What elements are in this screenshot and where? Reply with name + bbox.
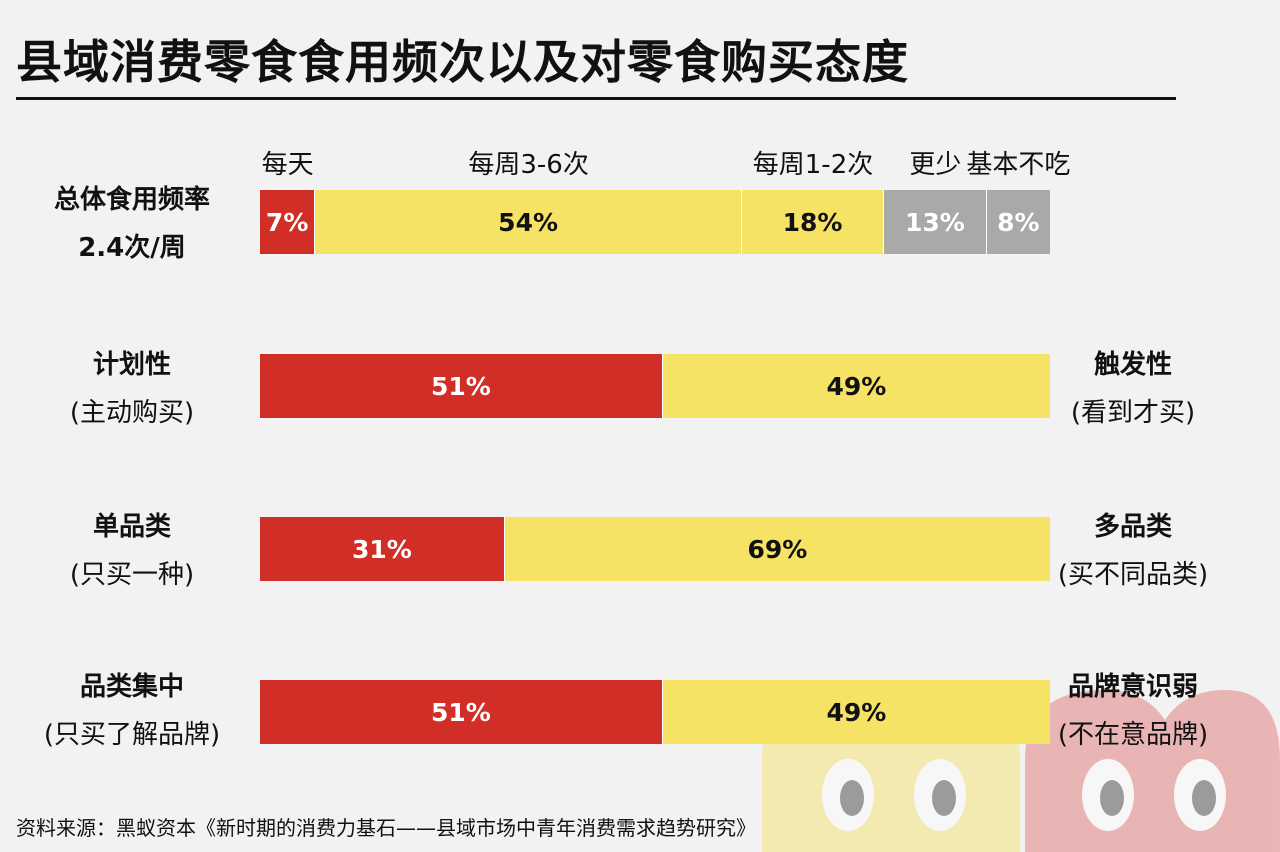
row-label-overall: 总体食用频率 2.4次/周	[53, 185, 210, 263]
frequency-category-label: 更少	[909, 150, 962, 180]
bar-segment: 7%	[260, 190, 316, 254]
bar-segment: 49%	[662, 354, 1050, 418]
bar-single-vs-multi-category: 31% 69%	[260, 517, 1050, 581]
source-note: 资料来源：黑蚁资本《新时期的消费力基石——县域市场中青年消费需求趋势研究》	[16, 816, 756, 840]
title-divider	[16, 97, 1176, 100]
chart-title: 县域消费零食食用频次以及对零食购买态度	[16, 35, 909, 89]
bar-segment: 69%	[504, 517, 1050, 581]
row-label-triggered: 触发性 (看到才买)	[1070, 350, 1196, 428]
bar-segment: 51%	[260, 680, 663, 744]
row-label-single-category: 单品类 (只买一种)	[69, 512, 195, 590]
row-label-brand-focused: 品类集中 (只买了解品牌)	[43, 672, 221, 750]
row-label-weak-brand-awareness: 品牌意识弱 (不在意品牌)	[1057, 672, 1209, 750]
bar-segment: 51%	[260, 354, 663, 418]
row-label-multi-category: 多品类 (买不同品类)	[1057, 512, 1209, 590]
bar-segment: 18%	[741, 190, 885, 254]
bar-segment: 8%	[986, 190, 1050, 254]
frequency-category-label: 每周1-2次	[752, 150, 874, 180]
frequency-category-label: 每周3-6次	[468, 150, 589, 180]
bar-planned-vs-triggered: 51% 49%	[260, 354, 1050, 418]
bar-overall-frequency: 7% 54% 18% 13% 8%	[260, 190, 1050, 254]
bar-segment: 54%	[315, 190, 742, 254]
frequency-category-label: 基本不吃	[966, 150, 1071, 180]
frequency-category-label: 每天	[261, 150, 314, 180]
bar-segment: 31%	[260, 517, 505, 581]
bar-brand-focus-vs-weak: 51% 49%	[260, 680, 1050, 744]
bar-segment: 13%	[884, 190, 987, 254]
bar-segment: 49%	[662, 680, 1050, 744]
row-label-planned: 计划性 (主动购买)	[69, 350, 195, 428]
